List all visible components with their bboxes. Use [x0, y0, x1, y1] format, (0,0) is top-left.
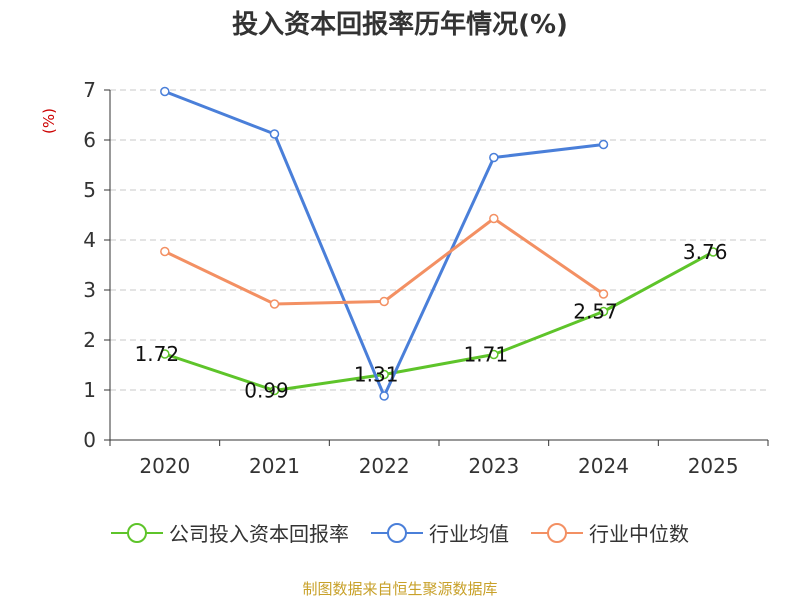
data-point: [598, 306, 609, 317]
y-tick-label: 2: [83, 328, 96, 352]
data-point: [160, 246, 170, 257]
data-point: [269, 129, 280, 139]
series-line-2: [164, 217, 605, 306]
legend-line-marker-icon: [371, 522, 423, 543]
y-tick-label: 3: [83, 278, 96, 302]
data-point: [489, 349, 499, 360]
data-point: [598, 139, 609, 150]
y-tick-label: 4: [83, 228, 96, 252]
data-label: 3.76: [683, 240, 728, 264]
legend: 公司投入资本回报率 行业均值 行业中位数: [0, 518, 800, 547]
x-tick-label: 2024: [578, 454, 629, 478]
data-point: [598, 289, 609, 299]
series-line-1: [164, 90, 604, 398]
x-tick-label: 2023: [468, 454, 519, 478]
legend-label-industry-median: 行业中位数: [589, 522, 689, 546]
legend-item-company[interactable]: 公司投入资本回报率: [111, 518, 349, 547]
data-label: 1.72: [135, 342, 180, 366]
data-point: [379, 391, 389, 401]
legend-label-industry-mean: 行业均值: [429, 522, 509, 546]
y-tick-label: 0: [83, 428, 96, 452]
data-point: [489, 213, 499, 224]
data-label: 0.99: [244, 379, 289, 403]
y-tick-label: 1: [83, 378, 96, 402]
legend-item-industry-mean[interactable]: 行业均值: [371, 518, 509, 547]
legend-line-marker-icon: [111, 522, 163, 543]
legend-item-industry-median[interactable]: 行业中位数: [531, 518, 689, 547]
data-label: 1.31: [354, 363, 399, 387]
data-point: [269, 299, 280, 309]
data-label: 2.57: [573, 300, 618, 324]
x-tick-label: 2022: [359, 454, 410, 478]
data-point: [379, 296, 389, 307]
data-source-note: 制图数据来自恒生聚源数据库: [302, 580, 498, 598]
series-line-0: [164, 250, 714, 392]
data-point: [379, 369, 389, 380]
legend-label-company: 公司投入资本回报率: [169, 522, 349, 546]
legend-line-marker-icon: [531, 522, 583, 543]
data-point: [160, 349, 170, 359]
x-tick-label: 2025: [688, 454, 739, 478]
data-label: 1.71: [464, 343, 509, 367]
data-point: [489, 152, 499, 163]
y-tick-label: 6: [83, 128, 96, 152]
data-point: [269, 385, 280, 396]
x-tick-label: 2021: [249, 454, 300, 478]
y-tick-label: 7: [83, 78, 96, 102]
data-point: [160, 86, 170, 97]
chart-title: 投入资本回报率历年情况(%): [232, 10, 568, 40]
data-point: [708, 247, 718, 257]
y-tick-label: 5: [83, 178, 96, 202]
x-tick-label: 2020: [139, 454, 190, 478]
